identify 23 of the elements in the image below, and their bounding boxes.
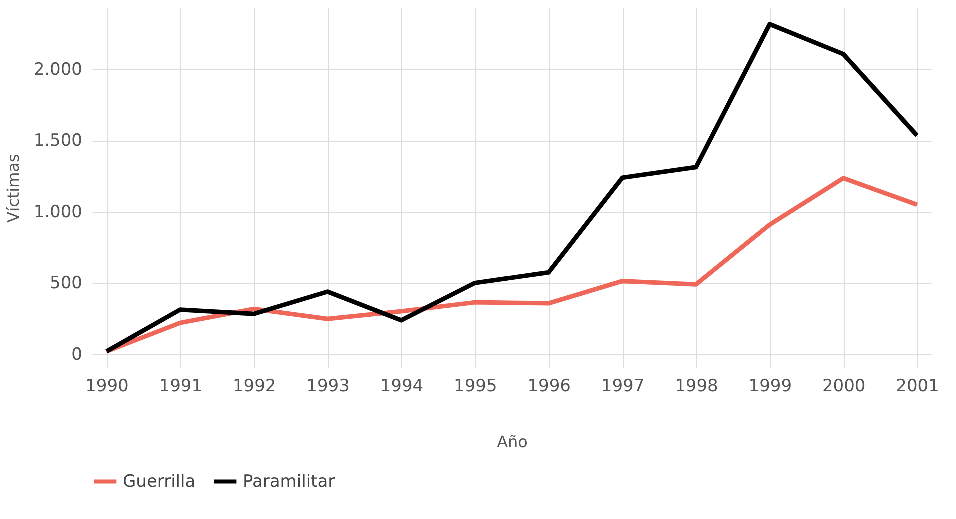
legend-label: Guerrilla [123,472,196,492]
x-tick-label: 1992 [232,376,276,396]
y-tick-label: 1.000 [34,202,82,222]
x-tick-label: 1996 [528,376,571,396]
x-axis-title: Año [497,432,528,452]
legend-label: Paramilitar [243,472,336,492]
x-tick-label: 1990 [86,376,129,396]
y-axis-title: Víctimas [4,154,23,223]
line-series [104,22,920,354]
x-tick-label: 1998 [675,376,718,396]
x-tick-label: 1995 [454,376,498,396]
x-tick-label: 1999 [748,376,792,396]
y-tick-label: 2.000 [34,60,82,80]
x-tick-label: 1997 [601,376,645,396]
x-tick-label: 1993 [306,376,350,396]
x-tick-label: 2000 [822,376,866,396]
x-tick-label: 2001 [896,376,940,396]
y-tick-label: 1.500 [34,131,82,152]
y-tick-label: 500 [50,274,82,294]
line-series [104,176,920,354]
x-tick-label: 1991 [159,376,203,396]
y-tick-label: 0 [72,344,82,365]
x-tick-label: 1994 [380,376,424,396]
